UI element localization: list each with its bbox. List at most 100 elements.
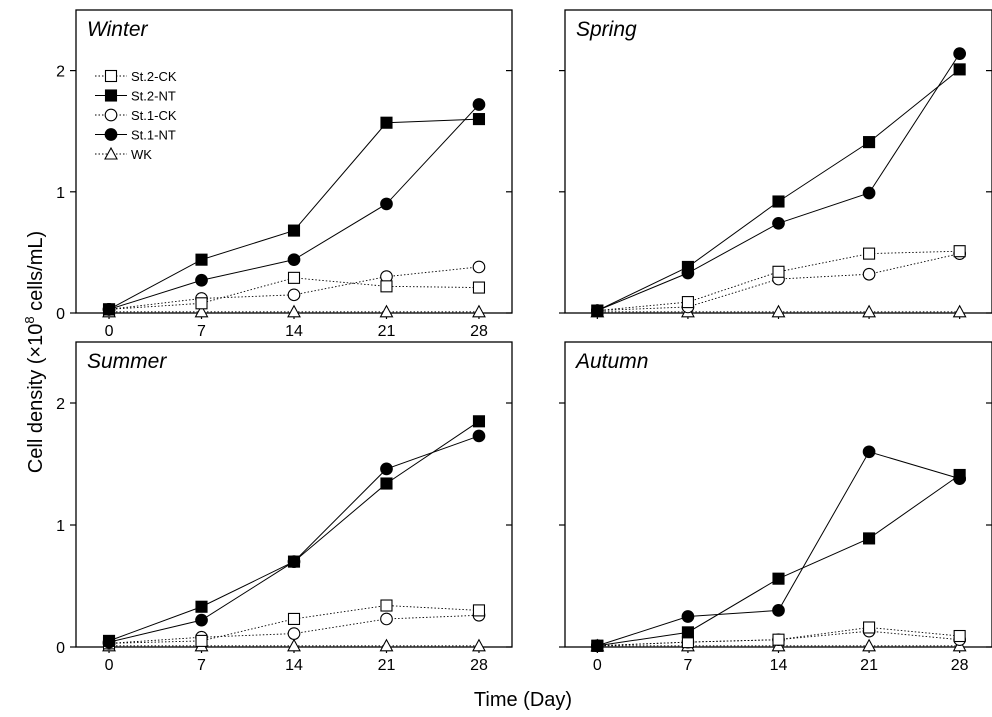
autumn-panel-title: Autumn bbox=[574, 350, 648, 373]
winter-panel-series-st-1-ck-point-28 bbox=[472, 260, 486, 274]
autumn-panel-series-st-2-nt-point-14 bbox=[772, 572, 785, 585]
autumn-panel-series-st-2-nt-point-28 bbox=[953, 468, 966, 482]
summer-panel-series-st-2-nt-point-28 bbox=[472, 415, 486, 428]
summer-panel-series-st-2-nt-point-14 bbox=[287, 555, 301, 568]
spring-panel-series-st-2-nt bbox=[591, 63, 966, 317]
winter-panel-ytick-label-2: 2 bbox=[56, 64, 65, 81]
summer-panel-xtick-label-14: 14 bbox=[285, 657, 303, 674]
autumn-panel-frame bbox=[564, 341, 992, 648]
winter-panel-series-wk-point-14 bbox=[287, 304, 301, 318]
winter-panel-series-st-2-nt-point-14 bbox=[287, 224, 301, 237]
winter-panel-series-st-1-nt-point-21 bbox=[380, 197, 393, 211]
winter-panel-ytick-label-1: 1 bbox=[56, 185, 65, 202]
y-axis-title-exponent: 8 bbox=[22, 316, 37, 323]
winter-panel-series-st-1-nt-point-14 bbox=[287, 253, 301, 267]
spring-panel-series-st-2-nt-point-7 bbox=[681, 260, 694, 273]
summer-panel-series-st-1-nt-point-7 bbox=[195, 613, 208, 627]
spring-panel-series-wk-point-21 bbox=[862, 304, 877, 318]
spring-panel-series-st-2-nt-point-0 bbox=[591, 304, 604, 317]
winter-panel-series-st-2-ck-point-7 bbox=[195, 297, 208, 310]
spring-panel-series-st-2-ck-point-28 bbox=[953, 245, 966, 258]
legend-entry-st-1-nt-label: St.1-NT bbox=[131, 128, 176, 143]
summer-panel-series-wk-point-14 bbox=[287, 638, 301, 652]
summer-panel-xtick-label-21: 21 bbox=[378, 657, 396, 674]
winter-panel-series-st-2-nt-point-0 bbox=[102, 303, 116, 316]
spring-panel-series-st-1-nt-point-28 bbox=[953, 47, 967, 60]
summer-panel-series-st-2-ck bbox=[102, 599, 486, 650]
autumn-panel-series-st-2-nt-point-7 bbox=[681, 626, 694, 639]
summer-panel-series-st-2-nt bbox=[102, 415, 486, 647]
summer-panel-series-st-2-ck-point-14 bbox=[287, 612, 301, 625]
spring-panel-series-wk bbox=[590, 304, 967, 318]
spring-panel-series-wk-point-28 bbox=[952, 304, 967, 318]
spring-panel-series-st-2-ck-point-21 bbox=[863, 247, 876, 260]
summer-panel-series-st-2-nt-point-21 bbox=[380, 477, 393, 490]
legend-entry-st-2-nt: St.2-NT bbox=[95, 89, 176, 104]
legend-entry-st-1-ck-label: St.1-CK bbox=[131, 108, 177, 123]
autumn-panel-xtick-label-0: 0 bbox=[593, 657, 602, 674]
legend-entry-st-1-ck-marker bbox=[104, 108, 118, 122]
autumn-panel: Autumn 0 7 14 21 28 bbox=[559, 341, 992, 674]
autumn-panel-series-st-1-nt-point-21 bbox=[862, 445, 876, 459]
winter-panel-series-wk-point-28 bbox=[472, 304, 486, 318]
summer-panel-series-st-2-ck-line bbox=[109, 605, 479, 644]
autumn-panel-series-st-2-ck-point-14 bbox=[772, 633, 785, 646]
autumn-panel-series-st-2-nt-point-0 bbox=[591, 639, 604, 652]
summer-panel-ytick-label-0: 0 bbox=[56, 640, 65, 657]
legend-entry-st-1-nt: St.1-NT bbox=[95, 128, 176, 143]
winter-panel-xtick-label-0: 0 bbox=[105, 323, 114, 340]
legend-entry-wk: WK bbox=[95, 146, 152, 162]
summer-panel-xtick-label-0: 0 bbox=[105, 657, 114, 674]
summer-panel-series-wk bbox=[102, 638, 486, 652]
autumn-panel-series-st-2-ck-point-28 bbox=[953, 629, 966, 643]
spring-panel-series-wk-point-14 bbox=[771, 304, 786, 318]
autumn-panel-xtick-label-7: 7 bbox=[683, 657, 692, 674]
summer-panel-series-st-2-ck-point-21 bbox=[380, 599, 393, 612]
summer-panel-series-st-2-nt-point-7 bbox=[195, 600, 208, 613]
autumn-panel-series-st-2-nt-point-21 bbox=[863, 532, 876, 545]
winter-panel-series-st-2-nt-point-21 bbox=[380, 116, 393, 129]
winter-panel-series-st-1-nt bbox=[102, 98, 486, 316]
summer-panel-series-st-2-ck-point-28 bbox=[472, 604, 486, 617]
winter-panel-series-st-1-nt-point-28 bbox=[472, 98, 486, 111]
summer-panel-xtick-label-28: 28 bbox=[470, 657, 488, 674]
summer-panel-xtick-label-7: 7 bbox=[197, 657, 206, 674]
summer-panel-series-st-2-nt-line bbox=[108, 420, 480, 642]
y-axis-title-tail: cells/mL) bbox=[25, 231, 47, 317]
winter-panel-series-st-1-nt-point-7 bbox=[195, 273, 208, 287]
summer-panel-series-st-1-ck-point-14 bbox=[287, 627, 301, 640]
spring-panel-title: Spring bbox=[576, 18, 637, 41]
autumn-panel-series-st-2-nt bbox=[591, 468, 966, 652]
summer-panel-series-st-1-ck-point-21 bbox=[380, 612, 393, 626]
winter-panel-series-st-2-ck-point-28 bbox=[472, 281, 486, 294]
winter-panel-series-st-2-nt bbox=[102, 113, 486, 316]
spring-panel-series-st-2-nt-point-21 bbox=[863, 136, 876, 149]
legend-entry-st-2-ck-marker bbox=[104, 69, 118, 83]
winter-panel-xtick-label-28: 28 bbox=[470, 323, 488, 340]
winter-panel-xtick-label-14: 14 bbox=[285, 323, 303, 340]
summer-panel-series-st-2-nt-point-0 bbox=[102, 634, 116, 647]
legend: St.2-CK St.2-NT St.1-CK St.1-NT WK bbox=[95, 69, 177, 162]
autumn-panel-series-st-1-nt-point-7 bbox=[681, 610, 695, 623]
winter-panel-series-wk-point-7 bbox=[194, 304, 209, 318]
spring-panel-series-st-1-nt-point-14 bbox=[772, 216, 785, 230]
summer-panel-series-st-1-nt-line bbox=[108, 435, 480, 643]
summer-panel-series-st-1-nt-point-21 bbox=[380, 462, 393, 476]
legend-entry-st-2-nt-marker bbox=[104, 89, 118, 102]
winter-panel-series-wk bbox=[102, 304, 486, 318]
y-axis-title-main: Cell density (×10 bbox=[25, 324, 47, 474]
spring-panel: Spring bbox=[559, 9, 992, 319]
autumn-panel-series-wk-point-21 bbox=[862, 638, 877, 652]
winter-panel-xtick-label-21: 21 bbox=[378, 323, 396, 340]
legend-entry-wk-label: WK bbox=[131, 147, 152, 162]
legend-entry-st-2-ck: St.2-CK bbox=[95, 69, 177, 84]
spring-panel-series-st-1-nt-point-21 bbox=[862, 186, 876, 200]
legend-entry-st-2-nt-label: St.2-NT bbox=[131, 89, 176, 104]
summer-panel-frame bbox=[75, 341, 513, 648]
legend-entry-st-1-ck: St.1-CK bbox=[95, 108, 177, 123]
winter-panel-title: Winter bbox=[87, 18, 148, 41]
autumn-panel-xtick-label-28: 28 bbox=[951, 657, 969, 674]
summer-panel-title: Summer bbox=[87, 350, 167, 373]
